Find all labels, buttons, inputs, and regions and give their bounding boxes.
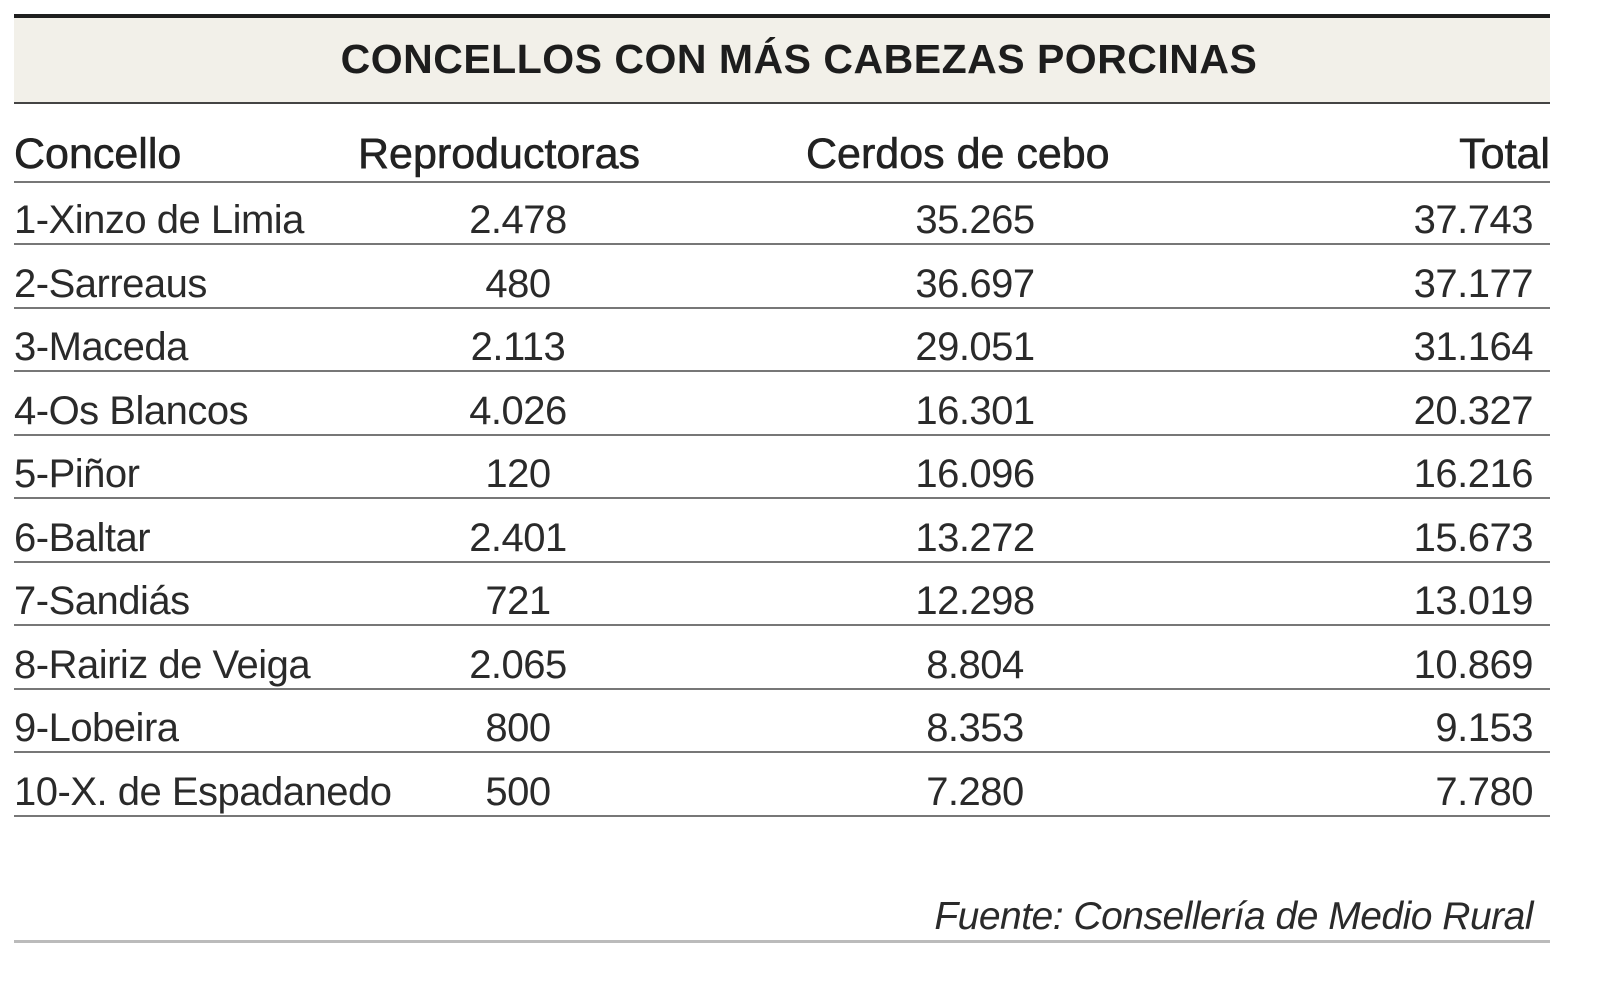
cell-reproductoras: 2.478 xyxy=(469,198,567,242)
cell-concello: 8-Rairiz de Veiga xyxy=(14,642,311,687)
cell-cerdos-de-cebo: 13.272 xyxy=(915,515,1035,560)
row-rule xyxy=(14,243,1550,245)
header-total: Total xyxy=(1459,130,1550,179)
cell-reproductoras: 120 xyxy=(485,452,551,496)
cell-cerdos-de-cebo: 29.051 xyxy=(915,325,1035,369)
source-note: Fuente: Consellería de Medio Rural xyxy=(934,895,1533,938)
header-concello: Concello xyxy=(14,130,182,179)
row-rule xyxy=(14,433,1550,436)
row-rule xyxy=(14,306,1550,309)
table-title: CONCELLOS CON MÁS CABEZAS PORCINAS xyxy=(340,36,1258,82)
cell-concello: 10-X. de Espadanedo xyxy=(14,769,392,814)
cell-total: 13.019 xyxy=(1413,579,1534,623)
bottom-rule xyxy=(14,940,1550,943)
cell-reproductoras: 480 xyxy=(485,261,551,306)
row-rule xyxy=(14,497,1550,499)
cell-concello: 5-Piñor xyxy=(14,452,140,496)
cell-cerdos-de-cebo: 16.096 xyxy=(915,452,1035,496)
cell-concello: 2-Sarreaus xyxy=(14,261,207,306)
row-rule xyxy=(14,560,1550,563)
cell-total: 15.673 xyxy=(1413,515,1534,560)
cell-total: 10.869 xyxy=(1413,642,1534,687)
cell-cerdos-de-cebo: 16.301 xyxy=(915,388,1035,433)
row-rule xyxy=(14,370,1550,372)
cell-concello: 7-Sandiás xyxy=(14,579,190,623)
cell-reproductoras: 2.401 xyxy=(469,515,567,560)
cell-total: 37.177 xyxy=(1413,261,1534,306)
cell-cerdos-de-cebo: 35.265 xyxy=(915,198,1035,242)
title-rule xyxy=(14,102,1550,104)
cell-concello: 6-Baltar xyxy=(14,515,151,560)
cell-reproductoras: 800 xyxy=(485,706,551,750)
cell-concello: 9-Lobeira xyxy=(14,706,179,750)
cell-total: 9.153 xyxy=(1435,706,1533,750)
cell-cerdos-de-cebo: 36.697 xyxy=(915,261,1035,306)
cell-total: 16.216 xyxy=(1413,452,1534,496)
cell-total: 7.780 xyxy=(1435,769,1533,814)
header-reproductoras: Reproductoras xyxy=(358,130,641,179)
cell-reproductoras: 500 xyxy=(485,769,551,814)
cell-total: 37.743 xyxy=(1413,198,1534,242)
cell-cerdos-de-cebo: 8.804 xyxy=(926,642,1024,687)
cell-total: 31.164 xyxy=(1413,325,1534,369)
cell-reproductoras: 2.065 xyxy=(469,642,567,687)
cell-reproductoras: 2.113 xyxy=(470,325,566,369)
cell-cerdos-de-cebo: 8.353 xyxy=(926,706,1024,750)
row-rule xyxy=(14,751,1550,753)
title-band xyxy=(14,18,1550,103)
cell-concello: 3-Maceda xyxy=(14,325,188,369)
cell-cerdos-de-cebo: 7.280 xyxy=(926,769,1024,814)
cell-concello: 1-Xinzo de Limia xyxy=(14,198,304,242)
header-rule xyxy=(14,181,1550,183)
cell-cerdos-de-cebo: 12.298 xyxy=(915,579,1035,623)
cell-concello: 4-Os Blancos xyxy=(14,388,249,433)
row-rule xyxy=(14,624,1550,626)
header-cerdos-de-cebo: Cerdos de cebo xyxy=(806,130,1110,179)
row-rule xyxy=(14,814,1550,817)
top-rule xyxy=(14,14,1550,18)
cell-reproductoras: 721 xyxy=(485,579,551,623)
cell-reproductoras: 4.026 xyxy=(469,388,567,433)
row-rule xyxy=(14,687,1550,690)
cell-total: 20.327 xyxy=(1413,388,1534,433)
